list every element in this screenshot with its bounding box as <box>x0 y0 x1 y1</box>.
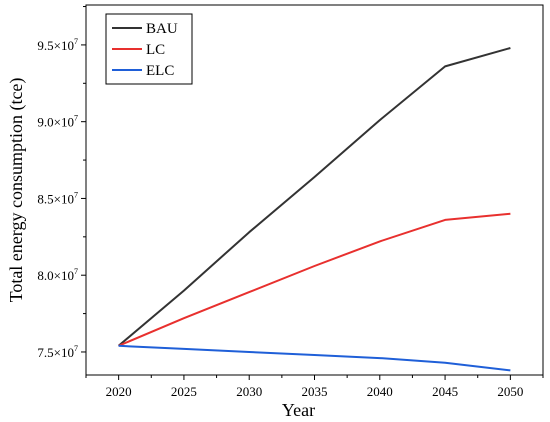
x-tick-label: 2050 <box>497 384 523 399</box>
y-tick-label: 9.0×107 <box>37 114 78 130</box>
legend-label-elc: ELC <box>146 63 174 79</box>
y-tick-label: 7.5×107 <box>37 344 78 360</box>
x-axis-title: Year <box>282 400 315 420</box>
x-tick-label: 2025 <box>171 384 197 399</box>
x-tick-label: 2030 <box>236 384 262 399</box>
x-tick-label: 2020 <box>106 384 132 399</box>
legend-label-lc: LC <box>146 42 165 58</box>
series-line-bau <box>117 47 511 347</box>
y-tick-label: 8.0×107 <box>37 267 78 283</box>
y-tick-label: 9.5×107 <box>37 37 78 53</box>
series-line-lc <box>118 212 511 347</box>
series-line-elc <box>118 344 511 372</box>
x-tick-label: 2035 <box>302 384 328 399</box>
x-tick-label: 2045 <box>432 384 458 399</box>
legend-label-bau: BAU <box>146 21 178 37</box>
x-tick-label: 2040 <box>367 384 393 399</box>
y-axis-title: Total energy consumption (tce) <box>6 78 27 303</box>
y-tick-label: 8.5×107 <box>37 190 78 206</box>
